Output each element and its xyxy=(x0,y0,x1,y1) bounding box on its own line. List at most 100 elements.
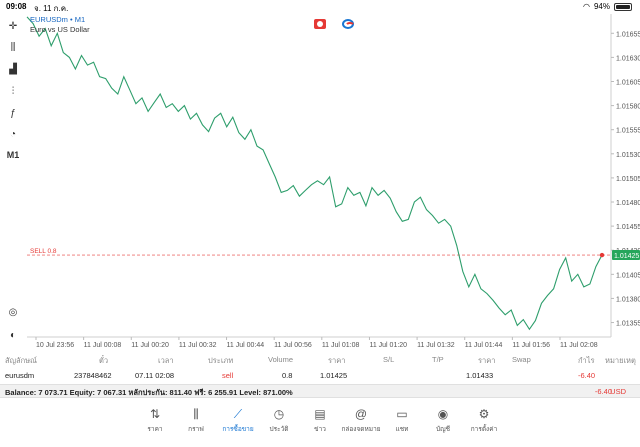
y-tick-label: 1.01580 xyxy=(616,104,640,111)
objects-icon[interactable]: ◔ xyxy=(9,128,17,140)
col-profit: กำไร xyxy=(578,356,595,365)
col-type: ประเภท xyxy=(208,356,234,365)
indicators-icon[interactable]: ⫶ xyxy=(11,85,15,97)
status-right: ◠ 94% xyxy=(583,2,632,11)
y-tick-label: 1.01630 xyxy=(616,55,640,62)
candlestick-icon[interactable]: ⫼ xyxy=(10,41,16,53)
tab-mailbox[interactable]: @ กล่องจดหมาย xyxy=(341,406,381,434)
function-icon[interactable]: ƒ xyxy=(10,107,16,119)
tab-label: การซื้อขาย xyxy=(222,426,254,433)
chart-svg[interactable]: 1.016801.016551.016301.016051.015801.015… xyxy=(0,14,640,350)
chart-icon: ⫼ xyxy=(193,407,199,421)
tab-account[interactable]: ◉ บัญชี xyxy=(423,406,463,434)
x-tick-label: 10 Jul 23:56 xyxy=(36,342,74,349)
tab-label: ข่าว xyxy=(314,426,326,433)
tab-quotes[interactable]: ⇅ ราคา xyxy=(135,406,175,434)
bottom-tab-bar: ⇅ ราคา ⫼ กราฟ ⟋ การซื้อขาย ◷ ประวัติ ▤ ข… xyxy=(0,398,640,447)
position-row[interactable]: eurusdm 237848462 07.11 02:08 sell 0.8 1… xyxy=(0,368,640,384)
tab-settings[interactable]: ⚙ การตั้งค่า xyxy=(464,406,504,434)
positions-header: สัญลักษณ์ ตั๋ว เวลา ประเภท Volume ราคา S… xyxy=(0,352,640,368)
y-tick-label: 1.01555 xyxy=(616,128,640,135)
wifi-icon: ◠ xyxy=(583,2,590,11)
account-icon: ◉ xyxy=(437,407,449,421)
x-tick-label: 11 Jul 01:08 xyxy=(322,342,360,349)
symbol-name: EURUSDm • M1 xyxy=(30,15,86,24)
tab-chart[interactable]: ⫼ กราฟ xyxy=(176,406,216,434)
status-date: จ. 11 ก.ค. xyxy=(34,4,69,13)
x-tick-label: 11 Jul 01:20 xyxy=(369,342,407,349)
x-tick-label: 11 Jul 02:08 xyxy=(560,342,598,349)
col-price: ราคา xyxy=(328,356,346,365)
tab-chat[interactable]: ▭ แชท xyxy=(382,406,422,434)
row-ticket: 237848462 xyxy=(74,371,112,380)
price-badge xyxy=(612,250,640,261)
row-open-price: 1.01425 xyxy=(320,371,348,380)
balance-text: Balance: 7 073.71 Equity: 7 067.31 หลักป… xyxy=(5,388,293,397)
battery-icon xyxy=(614,2,632,11)
x-tick-label: 11 Jul 01:32 xyxy=(417,342,455,349)
chart-top-icons xyxy=(314,19,355,29)
tab-label: แชท xyxy=(395,426,409,433)
order-line-label: SELL 0.8 xyxy=(30,248,57,255)
tab-news[interactable]: ▤ ข่าว xyxy=(300,406,340,434)
x-tick-label: 11 Jul 01:56 xyxy=(512,342,550,349)
price-chart[interactable]: 1.016801.016551.016301.016051.015801.015… xyxy=(0,14,640,350)
trade-icon: ⟋ xyxy=(233,407,243,421)
bar-chart-icon[interactable]: ▟ xyxy=(9,63,17,75)
tab-trade[interactable]: ⟋ การซื้อขาย xyxy=(218,406,258,434)
row-profit: -6.40 xyxy=(578,371,596,380)
timeframe-button[interactable]: M1 xyxy=(6,150,20,160)
tab-label: กราฟ xyxy=(188,426,204,433)
balance-bar: Balance: 7 073.71 Equity: 7 067.31 หลักป… xyxy=(0,384,640,398)
row-current-price: 1.01433 xyxy=(466,371,494,380)
chat-icon: ▭ xyxy=(396,407,408,421)
x-tick-label: 11 Jul 01:44 xyxy=(465,342,503,349)
currency: USD xyxy=(610,387,626,396)
one-click-trading-icon[interactable] xyxy=(314,19,326,29)
quotes-icon: ⇅ xyxy=(149,407,161,421)
total-profit: -6.40 xyxy=(594,387,612,396)
tab-label: กล่องจดหมาย xyxy=(341,426,381,433)
x-tick-label: 11 Jul 00:56 xyxy=(274,342,312,349)
tab-label: ราคา xyxy=(147,426,163,433)
row-symbol: eurusdm xyxy=(5,371,35,380)
y-tick-label: 1.01605 xyxy=(616,79,640,86)
col-swap: Swap xyxy=(512,355,531,364)
y-tick-label: 1.01380 xyxy=(616,296,640,303)
col-sl: S/L xyxy=(383,355,395,364)
x-tick-label: 11 Jul 00:44 xyxy=(227,342,265,349)
search-chart-icon[interactable]: ◎ xyxy=(8,306,18,318)
y-tick-label: 1.01355 xyxy=(616,321,640,328)
y-tick-label: 1.01405 xyxy=(616,272,640,279)
signal-icon[interactable] xyxy=(342,19,355,29)
price-series-line xyxy=(26,16,603,331)
mailbox-icon: @ xyxy=(354,407,368,421)
tab-history[interactable]: ◷ ประวัติ xyxy=(259,406,299,434)
y-tick-label: 1.01455 xyxy=(616,224,640,231)
col-note: หมายเหตุ xyxy=(605,356,636,365)
chart-toolbar: ✛ ⫼ ▟ ⫶ ƒ ◔ M1 ◎ ◐ xyxy=(0,14,26,384)
crosshair-icon[interactable]: ✛ xyxy=(8,20,18,32)
settings-icon: ⚙ xyxy=(478,407,490,421)
tab-label: ประวัติ xyxy=(269,426,289,433)
order-marker-dot xyxy=(599,252,605,258)
x-tick-label: 11 Jul 00:32 xyxy=(179,342,217,349)
status-time: 09:08 xyxy=(6,2,27,11)
broker-logo-icon[interactable]: ◐ xyxy=(9,329,17,341)
news-icon: ▤ xyxy=(314,407,326,421)
battery-percent: 94% xyxy=(593,2,610,11)
y-tick-label: 1.01505 xyxy=(616,176,640,183)
col-tp: T/P xyxy=(432,355,444,364)
col-symbol: สัญลักษณ์ xyxy=(5,356,38,365)
symbol-description: Euro vs US Dollar xyxy=(30,25,90,34)
status-bar: 09:08 จ. 11 ก.ค. ◠ 94% xyxy=(0,0,640,14)
price-badge-label: 1.01425 xyxy=(614,253,639,260)
col-ticket: ตั๋ว xyxy=(99,356,109,365)
y-tick-label: 1.01480 xyxy=(616,200,640,207)
x-tick-label: 11 Jul 00:08 xyxy=(84,342,122,349)
history-icon: ◷ xyxy=(273,407,285,421)
tab-label: การตั้งค่า xyxy=(470,426,498,433)
row-type: sell xyxy=(222,371,234,380)
y-tick-label: 1.01655 xyxy=(616,31,640,38)
y-tick-label: 1.01530 xyxy=(616,152,640,159)
